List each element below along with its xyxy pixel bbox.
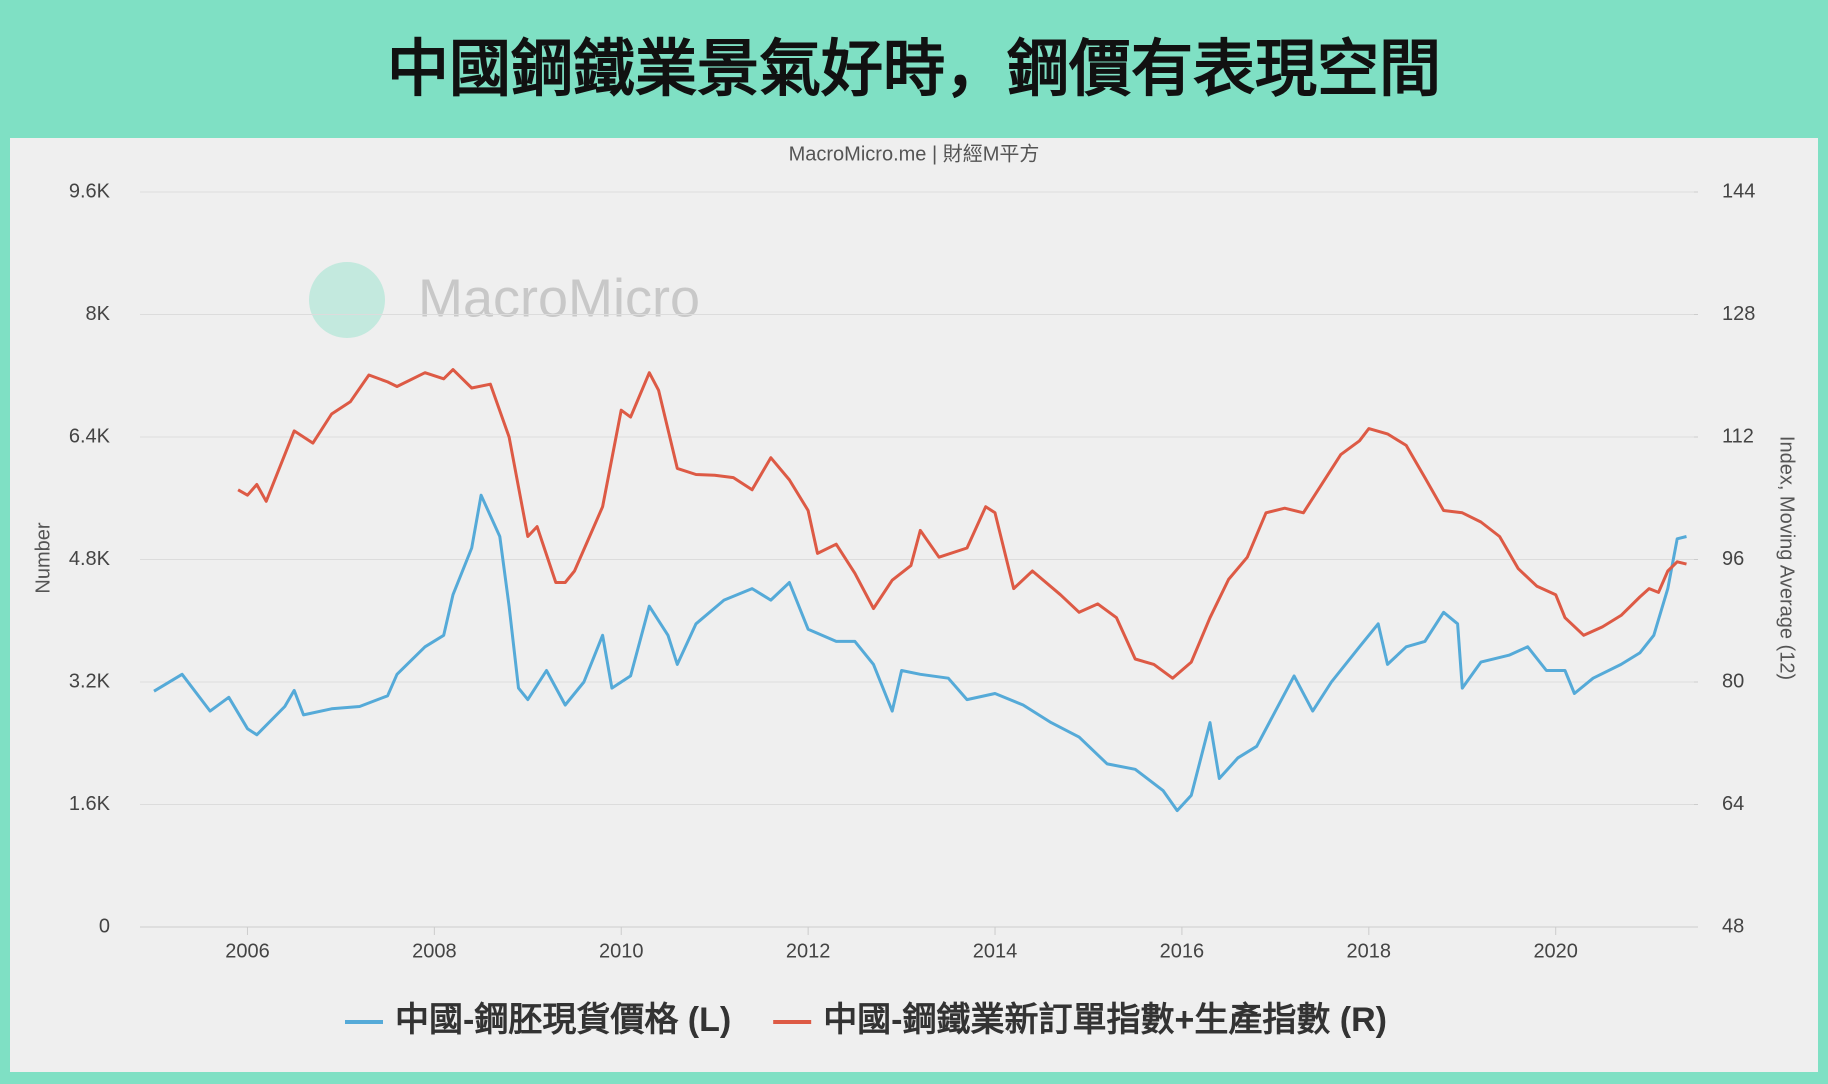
y-tick-label: 3.2K — [69, 670, 111, 692]
x-tick-label: 2020 — [1533, 940, 1578, 962]
y2-tick-label: 144 — [1722, 180, 1755, 202]
watermark: MacroMicro — [418, 268, 700, 328]
watermark-logo — [309, 262, 385, 338]
title: 中國鋼鐵業景氣好時，鋼價有表現空間 — [386, 32, 1441, 105]
chart: MacroMicro.me | 財經M平方 MacroMicro Number … — [10, 138, 1818, 1072]
x-tick-label: 2008 — [412, 940, 457, 962]
y-tick-label: 9.6K — [69, 180, 111, 202]
source: MacroMicro.me | 財經M平方 — [789, 142, 1040, 165]
y-tick-label: 6.4K — [69, 425, 111, 447]
y2-tick-label: 96 — [1722, 548, 1744, 570]
y2-tick-label: 48 — [1722, 915, 1744, 937]
panel — [10, 138, 1818, 1072]
x-tick-label: 2012 — [786, 940, 831, 962]
y-tick-label: 0 — [99, 915, 110, 937]
y-tick-label: 1.6K — [69, 793, 111, 815]
x-tick-label: 2018 — [1347, 940, 1392, 962]
y-tick-label: 4.8K — [69, 548, 111, 570]
y-tick-label: 8K — [86, 303, 111, 325]
x-tick-label: 2006 — [225, 940, 270, 962]
series-line — [237, 368, 1687, 680]
series-line — [153, 493, 1687, 813]
x-tick-label: 2016 — [1160, 940, 1205, 962]
y-axis-title: Number — [32, 522, 54, 593]
y2-tick-label: 80 — [1722, 670, 1744, 692]
y2-axis-title: Index, Moving Average (12) — [1776, 436, 1798, 680]
y2-tick-label: 112 — [1722, 425, 1754, 447]
x-tick-label: 2010 — [599, 940, 644, 962]
legend-label: 中國-鋼胚現貨價格 (L) — [395, 1001, 731, 1039]
y2-tick-label: 64 — [1722, 793, 1744, 815]
x-tick-label: 2014 — [973, 940, 1018, 962]
legend-label: 中國-鋼鐵業新訂單指數+生產指數 (R) — [823, 1000, 1387, 1039]
y2-tick-label: 128 — [1722, 303, 1755, 325]
